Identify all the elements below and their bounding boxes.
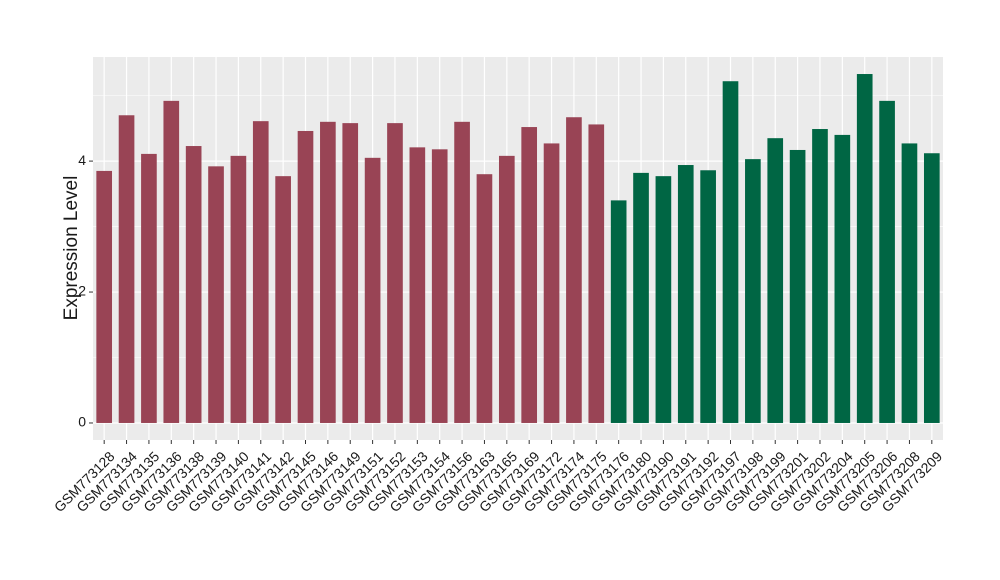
bar xyxy=(409,147,426,423)
bar xyxy=(208,166,224,423)
bar xyxy=(923,153,940,423)
y-tick-label: 0 xyxy=(78,414,86,430)
bar xyxy=(789,149,806,423)
bar xyxy=(767,138,784,423)
bar xyxy=(342,123,359,423)
bar xyxy=(588,124,605,423)
bar xyxy=(543,143,560,423)
bar xyxy=(566,117,582,423)
bar xyxy=(275,176,291,423)
bar xyxy=(118,115,135,423)
bar xyxy=(230,155,247,423)
bar xyxy=(722,81,739,423)
bar xyxy=(856,74,873,423)
bar xyxy=(700,170,716,423)
bar xyxy=(185,146,202,423)
bar xyxy=(901,143,918,423)
bar xyxy=(476,174,493,423)
bar xyxy=(320,121,336,423)
bar xyxy=(834,134,851,423)
bar xyxy=(655,176,672,423)
bar xyxy=(297,130,314,423)
bar xyxy=(879,100,895,423)
y-tick-label: 4 xyxy=(78,152,86,168)
bar xyxy=(387,123,403,423)
bar xyxy=(498,155,515,423)
bar xyxy=(431,149,448,423)
bar xyxy=(745,159,761,423)
y-tick-label: 2 xyxy=(78,283,86,299)
bar xyxy=(454,121,470,423)
bar xyxy=(521,127,538,423)
bar xyxy=(96,170,113,423)
bar xyxy=(677,165,694,423)
bar xyxy=(364,157,381,423)
bar xyxy=(141,153,157,423)
bar xyxy=(163,100,180,423)
bar xyxy=(610,200,627,423)
y-axis-label: Expression Level xyxy=(61,176,82,321)
bar xyxy=(252,121,269,423)
bar xyxy=(812,129,828,423)
bar xyxy=(633,172,649,423)
